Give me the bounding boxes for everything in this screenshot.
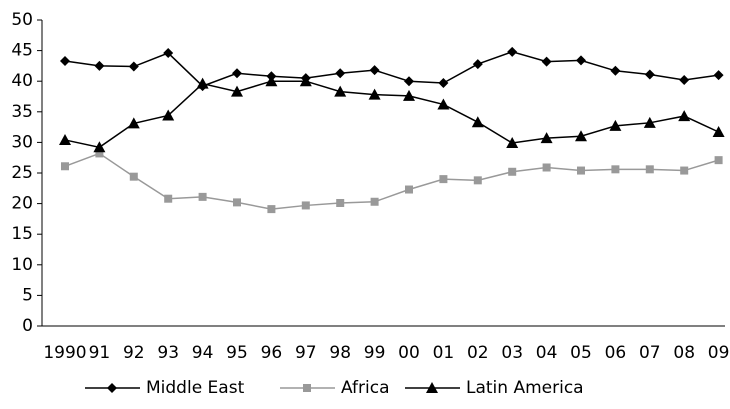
x-tick-label: 06 xyxy=(605,343,627,363)
x-tick-label: 95 xyxy=(226,343,248,363)
marker xyxy=(713,70,724,81)
y-tick-label: 10 xyxy=(11,255,33,275)
marker xyxy=(473,176,482,185)
marker xyxy=(335,68,346,79)
marker xyxy=(645,165,654,174)
x-tick-label: 00 xyxy=(398,343,420,363)
y-tick-label: 30 xyxy=(11,132,33,152)
marker xyxy=(198,192,207,201)
marker xyxy=(680,166,689,175)
x-tick-label: 91 xyxy=(89,343,111,363)
marker xyxy=(403,89,415,101)
x-tick-label: 93 xyxy=(157,343,179,363)
marker xyxy=(577,166,585,175)
marker xyxy=(95,149,104,158)
y-tick-label: 50 xyxy=(11,10,33,30)
marker xyxy=(679,74,690,85)
marker xyxy=(129,172,138,181)
marker xyxy=(643,116,656,128)
x-tick-label: 05 xyxy=(570,343,592,363)
x-tick-label: 04 xyxy=(536,343,558,363)
marker xyxy=(439,175,448,184)
marker xyxy=(301,201,310,210)
marker xyxy=(712,125,725,137)
x-tick-label: 08 xyxy=(673,343,695,363)
x-tick-label: 92 xyxy=(123,343,145,363)
marker xyxy=(267,205,276,214)
x-tick-label: 98 xyxy=(329,343,351,363)
marker xyxy=(611,165,620,174)
marker xyxy=(61,162,69,171)
y-tick-label: 15 xyxy=(11,224,33,244)
y-tick-label: 35 xyxy=(11,102,33,122)
marker xyxy=(265,75,278,87)
marker xyxy=(609,119,622,131)
series-line xyxy=(64,152,719,210)
marker xyxy=(334,85,347,97)
marker xyxy=(508,167,517,176)
marker xyxy=(541,56,552,67)
x-tick-label: 96 xyxy=(261,343,283,363)
marker xyxy=(678,110,691,122)
marker xyxy=(232,68,242,79)
x-tick-label: 07 xyxy=(639,343,661,363)
marker xyxy=(369,65,380,76)
marker xyxy=(575,130,587,142)
marker xyxy=(507,46,518,57)
marker xyxy=(644,69,655,80)
marker xyxy=(127,117,140,129)
marker xyxy=(59,133,71,145)
marker xyxy=(610,65,621,76)
series-line xyxy=(64,51,719,87)
marker xyxy=(714,156,723,165)
x-tick-label: 09 xyxy=(708,343,730,363)
marker xyxy=(196,77,209,89)
y-tick-label: 5 xyxy=(22,285,33,305)
x-tick-label: 99 xyxy=(364,343,386,363)
legend-marker xyxy=(107,383,117,393)
marker xyxy=(506,137,519,149)
x-tick-label: 01 xyxy=(433,343,455,363)
x-tick-label: 1990 xyxy=(43,343,86,363)
marker xyxy=(370,197,379,206)
marker xyxy=(164,194,173,203)
marker xyxy=(405,185,413,194)
x-tick-label: 03 xyxy=(501,343,523,363)
x-tick-label: 94 xyxy=(192,343,214,363)
y-tick-label: 25 xyxy=(11,163,33,183)
marker xyxy=(576,55,586,66)
marker xyxy=(471,116,484,128)
marker xyxy=(368,88,381,100)
marker xyxy=(94,60,105,71)
marker xyxy=(299,75,312,87)
marker xyxy=(60,56,70,67)
marker xyxy=(472,59,483,70)
marker xyxy=(540,132,553,144)
y-tick-label: 45 xyxy=(11,41,33,61)
x-tick-label: 97 xyxy=(295,343,317,363)
marker xyxy=(438,78,449,89)
marker xyxy=(542,163,551,172)
marker xyxy=(336,198,345,207)
y-tick-label: 20 xyxy=(11,194,33,214)
series-line xyxy=(64,80,719,149)
marker xyxy=(93,141,106,153)
marker xyxy=(404,76,414,87)
x-tick-label: 02 xyxy=(467,343,489,363)
marker xyxy=(162,109,175,121)
marker xyxy=(128,61,139,72)
legend-marker xyxy=(303,384,311,392)
legend-marker xyxy=(426,382,438,393)
marker xyxy=(231,85,243,97)
y-tick-label: 40 xyxy=(11,71,33,91)
legend-label: Africa xyxy=(341,378,390,398)
marker xyxy=(163,48,174,59)
legend-label: Latin America xyxy=(466,378,584,398)
y-tick-label: 0 xyxy=(22,316,33,336)
marker xyxy=(233,198,241,207)
legend-label: Middle East xyxy=(146,378,245,398)
marker xyxy=(437,98,450,110)
